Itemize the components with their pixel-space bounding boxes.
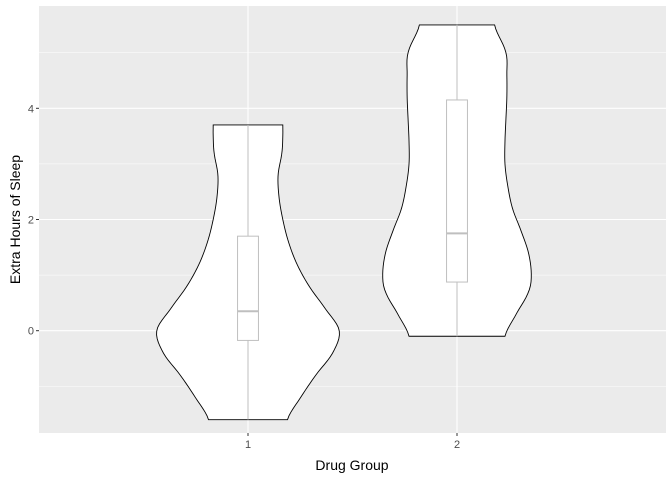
- x-tick-label: 1: [245, 439, 251, 451]
- axis-layer: 0 2 4 1 2: [28, 103, 460, 451]
- violin-layer: [156, 24, 532, 421]
- y-tick-label: 0: [28, 326, 34, 338]
- y-tick-label: 4: [28, 103, 34, 115]
- x-axis-title: Drug Group: [315, 457, 388, 473]
- box-group-1: [237, 235, 259, 341]
- y-tick-label: 2: [28, 215, 34, 227]
- x-tick-label: 2: [454, 439, 460, 451]
- box-group-2: [446, 99, 468, 283]
- y-axis-title: Extra Hours of Sleep: [7, 155, 23, 284]
